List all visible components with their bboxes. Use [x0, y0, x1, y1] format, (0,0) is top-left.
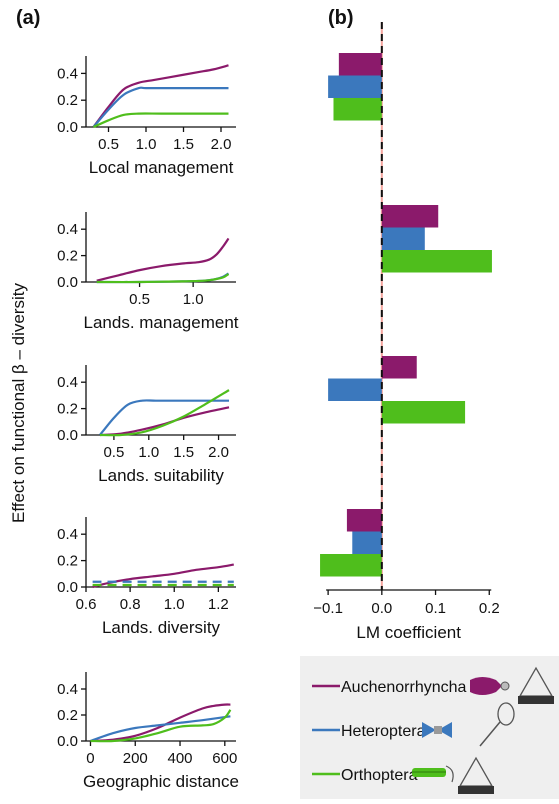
y-tick-label: 0.4	[57, 681, 78, 698]
x-tick-label: 1.0	[136, 136, 157, 153]
y-tick-label: 0.2	[57, 553, 78, 570]
x-tick-label: 1.5	[173, 444, 194, 461]
bar-heteroptera	[381, 227, 425, 250]
series-line-heteroptera	[99, 399, 230, 436]
line-panel-1: 0.0 0.2 0.4 0.5 1.0 1.5 2.0 Local management	[57, 56, 236, 177]
bar-orthoptera	[320, 554, 382, 577]
y-tick-label: 0.0	[57, 579, 78, 596]
x-axis-label: Lands. suitability	[98, 466, 224, 485]
bar-heteroptera	[328, 378, 382, 401]
sweep-net-icon	[479, 702, 515, 747]
x-tick-label: 0.5	[98, 136, 119, 153]
x-tick-label: 1.2	[208, 596, 229, 613]
series-line-heteroptera	[92, 86, 229, 128]
y-tick-label: 0.4	[57, 526, 78, 543]
bar-group-local-management	[328, 53, 382, 121]
emergence-trap-icon	[458, 756, 494, 794]
grasshopper-icon	[412, 765, 454, 783]
bar-group-lands-management	[381, 205, 492, 273]
bar-auchenorrhyncha	[338, 53, 382, 76]
series-line-orthoptera	[90, 709, 232, 743]
bar-group-lands-diversity	[320, 509, 382, 577]
x-tick-label: 0.5	[129, 291, 150, 308]
bar-x-tick-label: 0.0	[371, 600, 392, 617]
line-panel-5: 0.0 0.2 0.4 0 200 400 600 Geographic distance	[57, 672, 239, 791]
x-tick-label: 1.5	[173, 136, 194, 153]
x-tick-label: 0	[86, 750, 94, 767]
bar-orthoptera	[333, 98, 382, 121]
x-axis-label: Local management	[89, 158, 234, 177]
x-tick-label: 1.0	[164, 596, 185, 613]
y-tick-label: 0.4	[57, 65, 78, 82]
legend-label-heteroptera: Heteroptera	[341, 723, 426, 740]
x-axis-label: Lands. management	[84, 313, 239, 332]
line-panel-4: 0.0 0.2 0.4 0.6 0.8 1.0 1.2 Lands. diversity	[57, 517, 236, 637]
x-tick-label: 1.0	[138, 444, 159, 461]
series-line-auchenorrhyncha	[99, 406, 230, 437]
series-line-orthoptera	[99, 389, 230, 437]
y-tick-label: 0.4	[57, 374, 78, 391]
y-tick-label: 0.0	[57, 427, 78, 444]
shared-y-axis-label: Effect on functional β – diversity	[9, 282, 28, 523]
bar-x-tick-label: 0.2	[479, 600, 500, 617]
series-line-auchenorrhyncha	[92, 563, 234, 589]
bar-x-tick-label: 0.1	[425, 600, 446, 617]
legend-label-orthoptera: Orthoptera	[341, 767, 418, 784]
x-axis-label: Geographic distance	[83, 772, 239, 791]
y-tick-label: 0.4	[57, 221, 78, 238]
x-tick-label: 400	[168, 750, 193, 767]
x-tick-label: 0.5	[103, 444, 124, 461]
bar-orthoptera	[381, 401, 466, 424]
bar-x-tick-label: −0.1	[313, 600, 343, 617]
y-tick-label: 0.2	[57, 707, 78, 724]
series-line-auchenorrhyncha	[96, 237, 230, 282]
series-line-orthoptera	[96, 273, 230, 284]
panel-a-label: (a)	[16, 7, 40, 29]
bar-heteroptera	[328, 75, 382, 98]
bar-group-lands-suitability	[328, 356, 466, 424]
bar-heteroptera	[352, 531, 382, 554]
x-tick-label: 0.6	[76, 596, 97, 613]
y-tick-label: 0.0	[57, 274, 78, 291]
x-tick-label: 1.0	[183, 291, 204, 308]
line-panel-3: 0.0 0.2 0.4 0.5 1.0 1.5 2.0 Lands. suitability	[57, 365, 236, 485]
bar-panel: −0.1 0.0 0.1 0.2 LM coefficient	[313, 22, 500, 642]
x-tick-label: 2.0	[208, 444, 229, 461]
x-tick-label: 0.8	[120, 596, 141, 613]
y-tick-label: 0.0	[57, 733, 78, 750]
true-bug-icon	[422, 722, 452, 738]
x-tick-label: 600	[212, 750, 237, 767]
x-axis-label: Lands. diversity	[102, 618, 221, 637]
series-line-heteroptera	[90, 715, 231, 743]
x-tick-label: 2.0	[211, 136, 232, 153]
leafhopper-icon	[470, 677, 510, 695]
legend: Auchenorrhyncha Heteroptera	[300, 656, 559, 799]
series-line-auchenorrhyncha	[92, 64, 229, 128]
bar-auchenorrhyncha	[381, 356, 417, 379]
legend-label-auchenorrhyncha: Auchenorrhyncha	[341, 679, 467, 696]
x-tick-label: 200	[123, 750, 148, 767]
emergence-trap-icon	[518, 666, 554, 704]
bar-x-axis-label: LM coefficient	[356, 623, 461, 642]
y-tick-label: 0.2	[57, 248, 78, 265]
panel-b-label: (b)	[328, 7, 354, 29]
y-tick-label: 0.2	[57, 401, 78, 418]
series-line-auchenorrhyncha	[90, 703, 231, 743]
series-line-orthoptera	[93, 112, 229, 129]
bar-orthoptera	[381, 250, 492, 273]
y-tick-label: 0.0	[57, 119, 78, 136]
y-tick-label: 0.2	[57, 92, 78, 109]
bar-auchenorrhyncha	[381, 205, 439, 228]
line-panel-2: 0.0 0.2 0.4 0.5 1.0 Lands. management	[57, 212, 239, 332]
bar-auchenorrhyncha	[346, 509, 382, 532]
